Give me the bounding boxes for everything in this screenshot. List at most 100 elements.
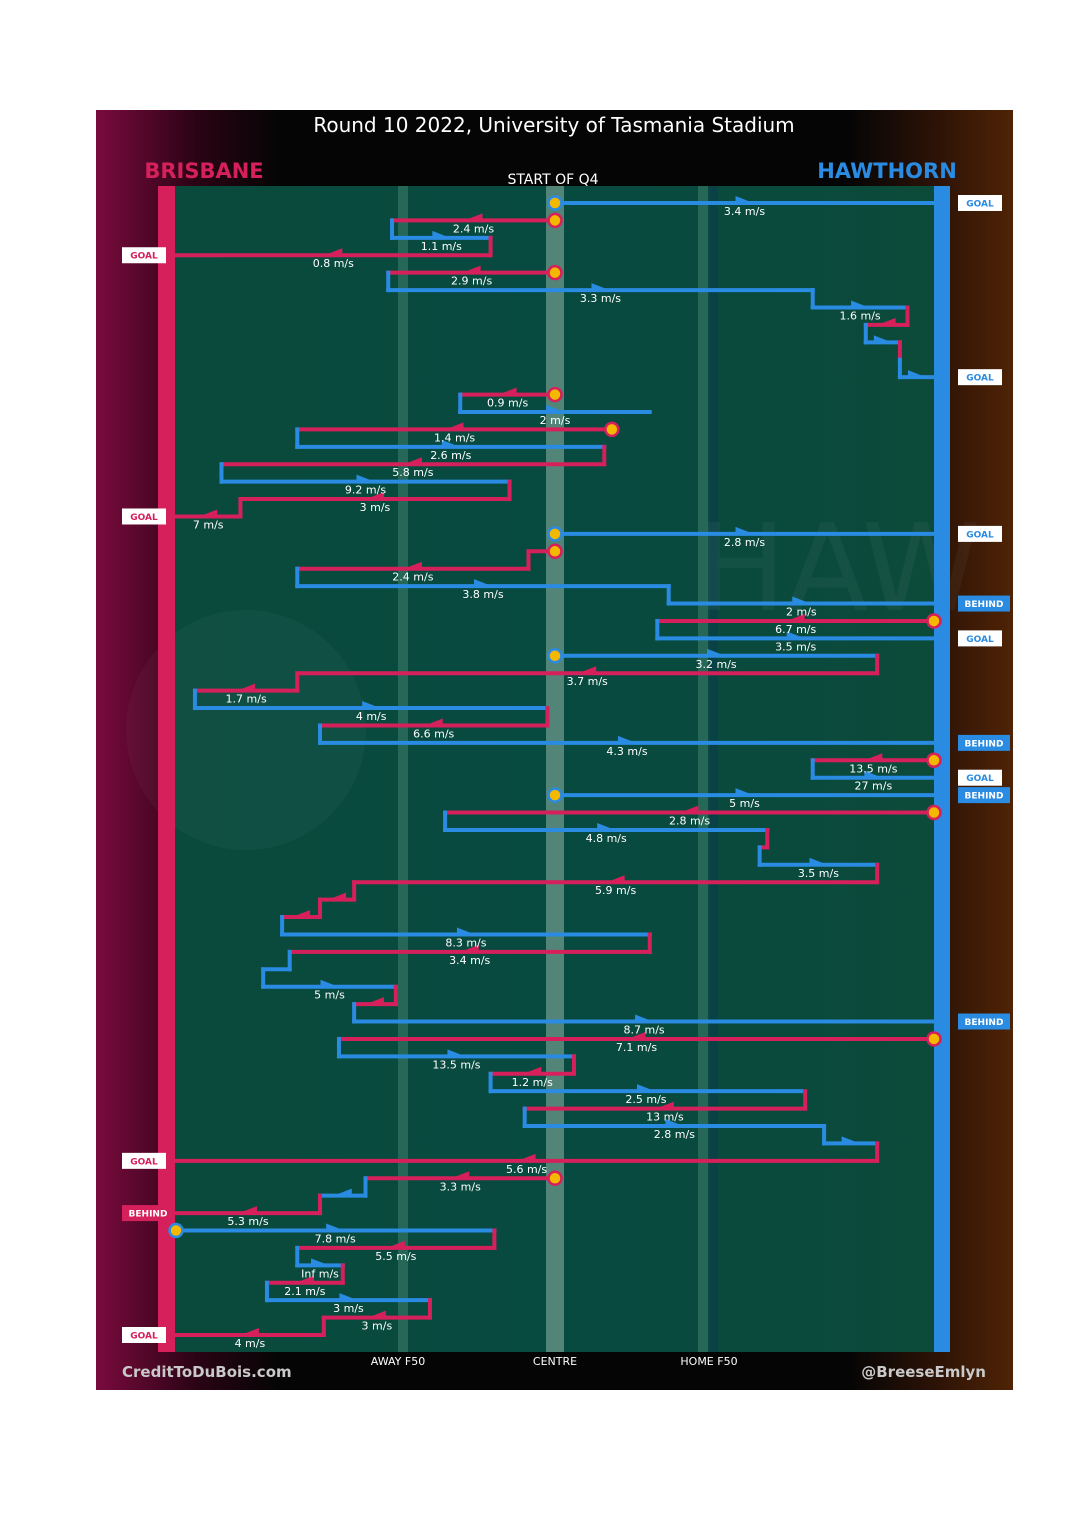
chain-arrow <box>591 283 610 292</box>
home-f50-line <box>698 186 708 1352</box>
result-tag <box>958 525 1002 542</box>
chain-arrow <box>339 1293 358 1302</box>
chain-speed-label: 7.1 m/s <box>616 1041 657 1054</box>
chain-speed-label: 2.6 m/s <box>430 449 471 462</box>
chain-arrow <box>851 300 870 309</box>
chain-arrow <box>362 701 381 710</box>
result-tags-layer: GOAL GOAL GOAL GOAL GOAL BEHIND GOAL BEHIND GOAL… <box>122 195 1010 1343</box>
chain-speed-label: 13.5 m/s <box>849 762 897 775</box>
chain-arrow <box>441 439 460 448</box>
chain-speed-label: 3.4 m/s <box>724 205 765 218</box>
chain-arrow <box>606 875 625 884</box>
chain-arrow <box>665 1119 684 1128</box>
chains-layer <box>174 196 936 1337</box>
result-tag <box>122 1205 174 1222</box>
chain-speed-label: 1.6 m/s <box>840 309 881 322</box>
chain-arrow <box>432 230 451 239</box>
chain-speed-label: 5.9 m/s <box>595 884 636 897</box>
chain-speed-label: 3.3 m/s <box>440 1180 481 1193</box>
chain-speed-label: 3 m/s <box>333 1302 364 1315</box>
chain-arrow <box>324 248 343 257</box>
chain-speed-label: 4 m/s <box>356 710 387 723</box>
result-tag-label: GOAL <box>966 374 994 384</box>
centre-line <box>546 186 564 1352</box>
chain-arrow <box>333 1188 352 1197</box>
result-tag-label: GOAL <box>966 530 994 540</box>
chain-speed-label: 6.6 m/s <box>413 727 454 740</box>
chain-arrow <box>873 335 892 344</box>
quarter-subtitle: START OF Q4 <box>507 172 598 188</box>
chain-arrow <box>636 1084 655 1093</box>
result-tag-label: GOAL <box>966 635 994 645</box>
chain-speed-label: 3.2 m/s <box>695 658 736 671</box>
possession-start-marker <box>547 787 563 803</box>
chain-speed-label: 4.8 m/s <box>586 832 627 845</box>
chain-arrow <box>462 265 481 274</box>
possession-start-marker <box>547 526 563 542</box>
chain-speed-label: 2.9 m/s <box>451 275 492 288</box>
chain-arrow <box>240 1328 259 1336</box>
chain-arrow <box>680 805 699 814</box>
chain-arrow <box>498 387 517 396</box>
chain-speed-label: 3.4 m/s <box>449 954 490 967</box>
chain-speed-label: 2.8 m/s <box>669 815 710 828</box>
result-tag-label: BEHIND <box>965 792 1004 802</box>
labels-layer: 3.4 m/s 2.4 m/s 1.1 m/s 0.8 m/s 2.9 m/s 3.3 m… <box>193 205 898 1350</box>
result-tag-label: BEHIND <box>129 1210 168 1220</box>
chain-speed-label: 5.8 m/s <box>392 466 433 479</box>
x-tick-home-f50: HOME F50 <box>680 1355 737 1368</box>
poster: HAW Round 10 2022, University of Tasmani… <box>96 110 1013 1390</box>
chain-arrow <box>460 944 479 953</box>
chain-speed-label: 13 m/s <box>646 1111 684 1124</box>
result-tag-label: GOAL <box>130 513 158 523</box>
chain-speed-label: 3.3 m/s <box>580 292 621 305</box>
possession-start-marker <box>547 195 563 211</box>
chain-arrow <box>655 1101 674 1110</box>
result-tag-label: GOAL <box>966 200 994 210</box>
chain-arrow <box>326 1223 345 1232</box>
chain-arrow <box>356 474 375 483</box>
chain-speed-label: 3.5 m/s <box>798 867 839 880</box>
possession-chain-chart: HAW Round 10 2022, University of Tasmani… <box>122 113 1010 1381</box>
chain-speed-label: 2 m/s <box>786 606 817 619</box>
chain-arrow <box>464 213 483 222</box>
result-tag <box>958 734 1010 751</box>
chain-arrow <box>786 631 805 640</box>
chain-arrow <box>517 1153 536 1162</box>
chain-speed-label: 7.8 m/s <box>315 1233 356 1246</box>
chain-arrow <box>841 1136 860 1145</box>
chain-speed-label: 2.8 m/s <box>654 1128 695 1141</box>
chain-speed-label: 0.9 m/s <box>487 397 528 410</box>
result-tag <box>122 1152 166 1169</box>
result-tag <box>122 1327 166 1343</box>
chain-speed-label: Inf m/s <box>301 1267 339 1280</box>
chain-arrow <box>451 1171 470 1180</box>
chain-arrow <box>424 718 443 727</box>
chain-speed-label: 2 m/s <box>540 414 571 427</box>
chain-arrow <box>523 1066 542 1075</box>
chain-arrow <box>292 910 311 919</box>
result-tag <box>958 369 1002 386</box>
chain-arrow <box>877 317 896 326</box>
footer-credit: CreditToDuBois.com <box>122 1363 292 1381</box>
result-tag <box>122 508 166 525</box>
chain-speed-label: 2.4 m/s <box>392 571 433 584</box>
possession-start-marker <box>926 613 942 629</box>
possession-start-marker <box>604 421 620 438</box>
chain-speed-label: 5.6 m/s <box>506 1163 547 1176</box>
chain-arrow <box>456 927 475 936</box>
chain-speed-label: 5 m/s <box>314 989 345 1002</box>
chain-arrow <box>809 857 828 866</box>
possession-start-marker <box>547 386 563 403</box>
chain-speed-label: 6.7 m/s <box>775 623 816 636</box>
chain-speed-label: 5.5 m/s <box>375 1250 416 1263</box>
x-tick-away-f50: AWAY F50 <box>371 1355 425 1368</box>
chain-arrow <box>735 788 754 797</box>
chain-speed-label: 4 m/s <box>235 1337 266 1350</box>
page-title: Round 10 2022, University of Tasmania St… <box>313 113 794 137</box>
chain-arrow <box>907 370 926 379</box>
result-tag-label: GOAL <box>966 774 994 784</box>
chain-arrow <box>447 1049 466 1058</box>
result-tag-label: BEHIND <box>965 739 1004 749</box>
chain-speed-label: 1.7 m/s <box>226 693 267 706</box>
